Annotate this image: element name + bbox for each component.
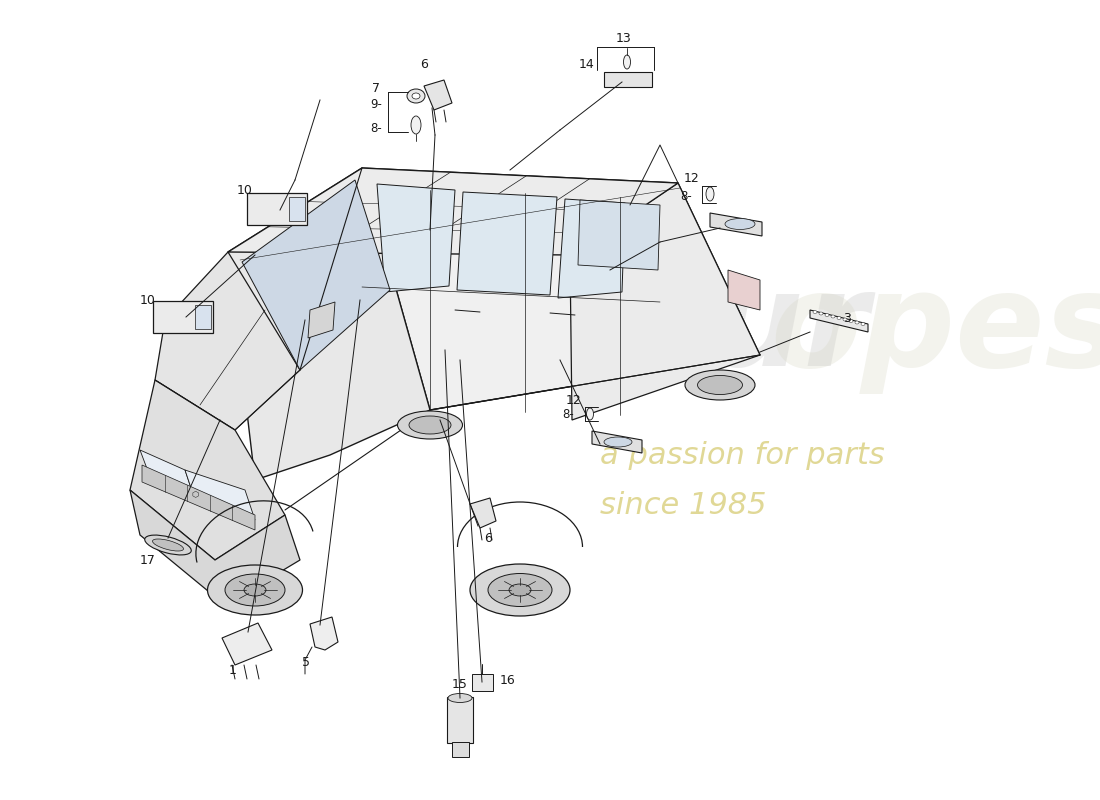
Text: 10: 10 bbox=[140, 294, 156, 306]
Text: 13: 13 bbox=[616, 31, 631, 45]
Polygon shape bbox=[592, 431, 642, 453]
Ellipse shape bbox=[837, 317, 842, 319]
Polygon shape bbox=[242, 180, 390, 370]
Polygon shape bbox=[362, 168, 760, 410]
Ellipse shape bbox=[725, 218, 755, 230]
Text: 8-: 8- bbox=[371, 122, 382, 134]
Text: 6: 6 bbox=[420, 58, 428, 71]
Polygon shape bbox=[728, 270, 760, 310]
Text: 12: 12 bbox=[566, 394, 582, 406]
Polygon shape bbox=[456, 192, 557, 295]
Text: 14: 14 bbox=[579, 58, 594, 70]
Polygon shape bbox=[578, 200, 660, 270]
Ellipse shape bbox=[448, 694, 472, 702]
Ellipse shape bbox=[586, 408, 594, 420]
Text: 16: 16 bbox=[500, 674, 516, 686]
Ellipse shape bbox=[624, 55, 630, 69]
Polygon shape bbox=[185, 470, 255, 520]
Text: 5: 5 bbox=[302, 655, 310, 669]
Polygon shape bbox=[308, 302, 336, 338]
Polygon shape bbox=[710, 213, 762, 236]
Ellipse shape bbox=[825, 314, 829, 317]
Ellipse shape bbox=[145, 535, 191, 555]
Text: 12: 12 bbox=[684, 171, 700, 185]
Ellipse shape bbox=[820, 312, 823, 315]
Polygon shape bbox=[558, 199, 625, 298]
FancyBboxPatch shape bbox=[289, 197, 305, 221]
Ellipse shape bbox=[813, 310, 817, 314]
Ellipse shape bbox=[470, 564, 570, 616]
Ellipse shape bbox=[412, 93, 420, 99]
Text: 1: 1 bbox=[229, 663, 236, 677]
Text: 8-: 8- bbox=[680, 190, 692, 202]
Polygon shape bbox=[130, 490, 300, 605]
Polygon shape bbox=[604, 72, 652, 87]
Ellipse shape bbox=[411, 116, 421, 134]
Polygon shape bbox=[228, 168, 430, 480]
FancyBboxPatch shape bbox=[447, 697, 473, 743]
Ellipse shape bbox=[849, 319, 852, 322]
Ellipse shape bbox=[685, 370, 755, 400]
Polygon shape bbox=[155, 252, 300, 430]
Polygon shape bbox=[228, 168, 678, 255]
Polygon shape bbox=[222, 623, 272, 665]
Text: 8-: 8- bbox=[562, 409, 574, 422]
Polygon shape bbox=[130, 380, 285, 560]
Text: 6: 6 bbox=[484, 531, 492, 545]
FancyBboxPatch shape bbox=[451, 742, 469, 757]
Ellipse shape bbox=[407, 89, 425, 103]
Ellipse shape bbox=[604, 437, 632, 447]
Text: 9-: 9- bbox=[370, 98, 382, 110]
Text: 10: 10 bbox=[238, 183, 253, 197]
Ellipse shape bbox=[861, 322, 865, 326]
Text: eur: eur bbox=[620, 266, 869, 394]
Ellipse shape bbox=[226, 574, 285, 606]
Text: opes: opes bbox=[770, 266, 1100, 394]
Polygon shape bbox=[377, 184, 455, 292]
Polygon shape bbox=[142, 465, 255, 530]
Ellipse shape bbox=[855, 321, 859, 324]
Polygon shape bbox=[570, 183, 760, 420]
Ellipse shape bbox=[697, 375, 742, 394]
Ellipse shape bbox=[509, 584, 531, 596]
Ellipse shape bbox=[397, 411, 462, 439]
Text: ⬡: ⬡ bbox=[191, 490, 199, 499]
Ellipse shape bbox=[488, 574, 552, 606]
Ellipse shape bbox=[843, 318, 847, 321]
Polygon shape bbox=[310, 617, 338, 650]
Ellipse shape bbox=[153, 539, 184, 551]
FancyBboxPatch shape bbox=[472, 674, 493, 690]
Polygon shape bbox=[810, 310, 868, 332]
Polygon shape bbox=[424, 80, 452, 110]
FancyBboxPatch shape bbox=[248, 193, 307, 225]
Polygon shape bbox=[470, 498, 496, 528]
Ellipse shape bbox=[409, 416, 451, 434]
Text: 3: 3 bbox=[843, 311, 851, 325]
Ellipse shape bbox=[244, 584, 266, 596]
Text: 15: 15 bbox=[452, 678, 468, 690]
Ellipse shape bbox=[830, 315, 835, 318]
Text: 17: 17 bbox=[140, 554, 156, 566]
FancyBboxPatch shape bbox=[195, 305, 211, 329]
Ellipse shape bbox=[208, 565, 302, 615]
Ellipse shape bbox=[706, 187, 714, 201]
Polygon shape bbox=[140, 450, 195, 500]
Text: 7: 7 bbox=[372, 82, 379, 94]
FancyBboxPatch shape bbox=[153, 301, 213, 333]
Text: a passion for parts: a passion for parts bbox=[600, 441, 884, 470]
Text: since 1985: since 1985 bbox=[600, 490, 767, 519]
